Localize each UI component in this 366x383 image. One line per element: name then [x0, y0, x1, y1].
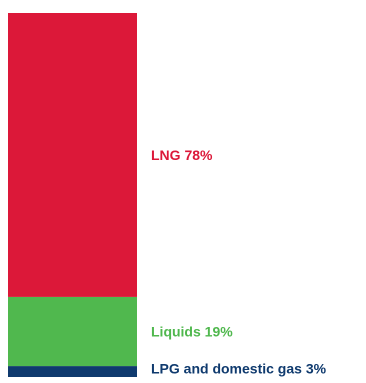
- bar-segment-liquids: [8, 296, 137, 367]
- segment-labels: LPG and domestic gas 3% Liquids 19% LNG 78…: [151, 147, 327, 377]
- label-lng: LNG 78%: [151, 147, 213, 163]
- bar-segments: [8, 13, 137, 377]
- bar-segment-lng: [8, 13, 137, 297]
- label-liquids: Liquids 19%: [151, 324, 233, 340]
- label-lpg-and-domestic-gas: LPG and domestic gas 3%: [151, 361, 327, 377]
- bar-segment-lpg-and-domestic-gas: [8, 366, 137, 377]
